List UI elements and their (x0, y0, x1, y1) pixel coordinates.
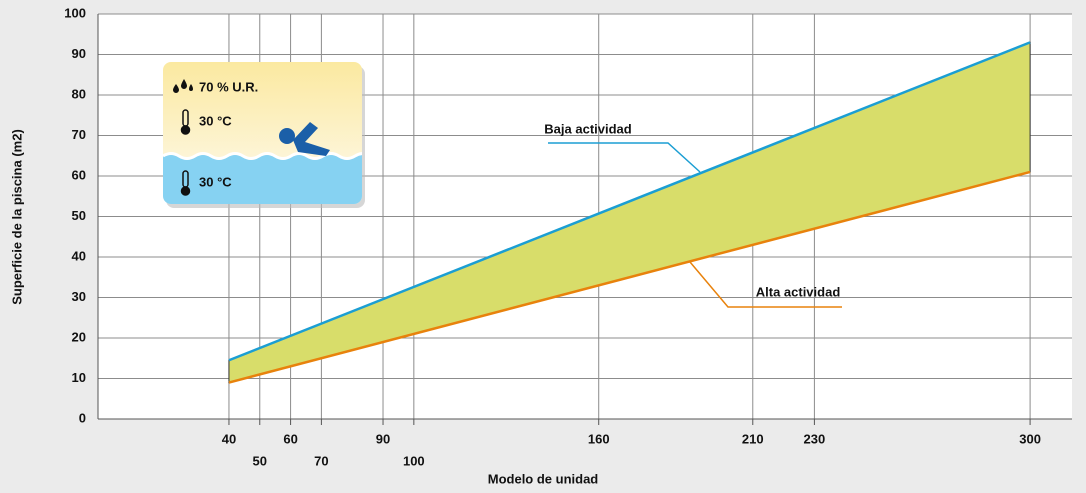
y-tick-label: 30 (72, 289, 86, 304)
water-temp: 30 °C (199, 174, 232, 189)
inset: 70 % U.R. 30 °C 30 °C (163, 62, 365, 208)
air-temp: 30 °C (199, 113, 232, 128)
series-line (228, 170, 1031, 384)
x-tick-label: 210 (742, 431, 764, 446)
y-tick-label: 80 (72, 86, 86, 101)
y-axis-title: Superficie de la piscina (m2) (9, 129, 24, 305)
y-tick-label: 70 (72, 127, 86, 142)
x-tick-label: 50 (253, 453, 267, 468)
y-tick-label: 0 (79, 410, 86, 425)
x-tick-label: 300 (1019, 431, 1041, 446)
y-tick-label: 100 (64, 5, 86, 20)
annotation-leader (689, 261, 842, 308)
x-tick-label: 40 (222, 431, 236, 446)
y-tick-label: 10 (72, 370, 86, 385)
annotation-leader (548, 142, 701, 173)
x-tick-label: 70 (314, 453, 328, 468)
x-tick-label: 90 (376, 431, 390, 446)
y-tick-label: 50 (72, 208, 86, 223)
x-tick-label: 230 (804, 431, 826, 446)
y-tick-label: 60 (72, 167, 86, 182)
series-line (228, 41, 1031, 362)
marks (228, 41, 1031, 384)
x-axis-title: Modelo de unidad (488, 471, 599, 486)
series-label: Baja actividad (544, 121, 631, 136)
x-tick-label: 60 (283, 431, 297, 446)
series-label: Alta actividad (756, 284, 841, 299)
y-tick-label: 90 (72, 46, 86, 61)
y-tick-label: 20 (72, 329, 86, 344)
x-tick-label: 100 (403, 453, 425, 468)
x-tick-label: 160 (588, 431, 610, 446)
y-tick-label: 40 (72, 248, 86, 263)
humidity: 70 % U.R. (199, 79, 258, 94)
